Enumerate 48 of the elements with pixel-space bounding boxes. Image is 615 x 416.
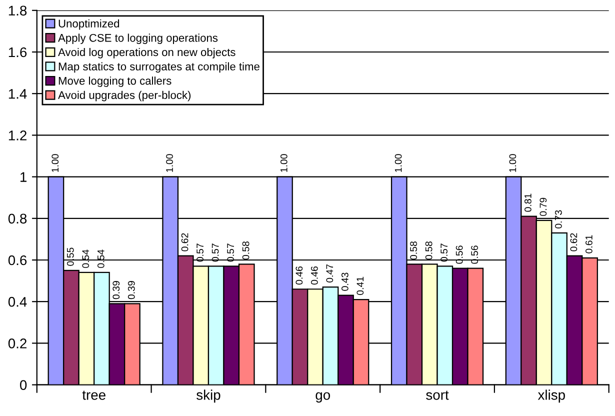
- y-tick-label: 0.6: [8, 255, 27, 266]
- data-label: 0.61: [586, 235, 592, 254]
- data-label: 0.57: [440, 244, 448, 262]
- legend-label: Apply CSE to logging operations: [58, 34, 218, 44]
- data-label: 0.54: [97, 250, 104, 268]
- data-label: 0.58: [410, 241, 417, 260]
- data-label: 0.55: [66, 248, 74, 266]
- legend-label: Map statics to surrogates at compile time: [58, 62, 260, 73]
- y-tick-label: 0.2: [8, 338, 26, 348]
- data-label: 1.00: [394, 154, 402, 172]
- data-label: 0.39: [128, 281, 135, 300]
- y-tick-label: 0.8: [8, 214, 27, 224]
- data-label: 1.00: [166, 154, 173, 172]
- data-label: 0.57: [196, 244, 204, 262]
- legend-label: Avoid log operations on new objects: [58, 48, 236, 58]
- data-label: 0.62: [181, 233, 188, 252]
- data-label: 0.54: [82, 250, 90, 268]
- x-tick-label: go: [316, 392, 330, 403]
- x-tick-label: skip: [196, 390, 220, 403]
- y-tick-label: 0: [20, 380, 27, 390]
- y-tick-label: 1.6: [8, 47, 27, 58]
- data-label: 0.57: [227, 244, 234, 262]
- legend-label: Unoptimized: [58, 19, 120, 30]
- legend-label: Move logging to callers: [58, 76, 172, 87]
- x-tick-label: tree: [82, 390, 106, 400]
- data-label: 1.00: [509, 154, 516, 172]
- x-tick-label: sort: [426, 390, 449, 400]
- data-label: 0.41: [356, 276, 364, 295]
- data-label: 0.57: [212, 244, 219, 262]
- y-tick-label: 1.4: [8, 89, 27, 99]
- data-label: 1.00: [280, 154, 288, 172]
- data-label: 0.79: [540, 198, 547, 216]
- data-label: 1.00: [52, 154, 59, 172]
- data-label: 0.58: [242, 241, 250, 260]
- data-label: 0.46: [310, 266, 318, 285]
- data-label: 0.62: [570, 233, 578, 252]
- y-tick-label: 0.4: [8, 296, 27, 307]
- x-tick-label: xlisp: [538, 390, 565, 403]
- data-label: 0.39: [112, 281, 120, 300]
- data-label: 0.81: [524, 194, 532, 212]
- legend-label: Avoid upgrades (per-block): [58, 90, 191, 102]
- y-tick-label: 1: [20, 172, 26, 182]
- data-label: 0.47: [326, 264, 334, 282]
- y-tick-label: 1.2: [8, 130, 26, 140]
- data-label: 0.46: [296, 266, 303, 285]
- data-label: 0.43: [341, 272, 348, 291]
- y-tick-label: 1.8: [8, 6, 27, 16]
- data-label: 0.58: [425, 241, 432, 260]
